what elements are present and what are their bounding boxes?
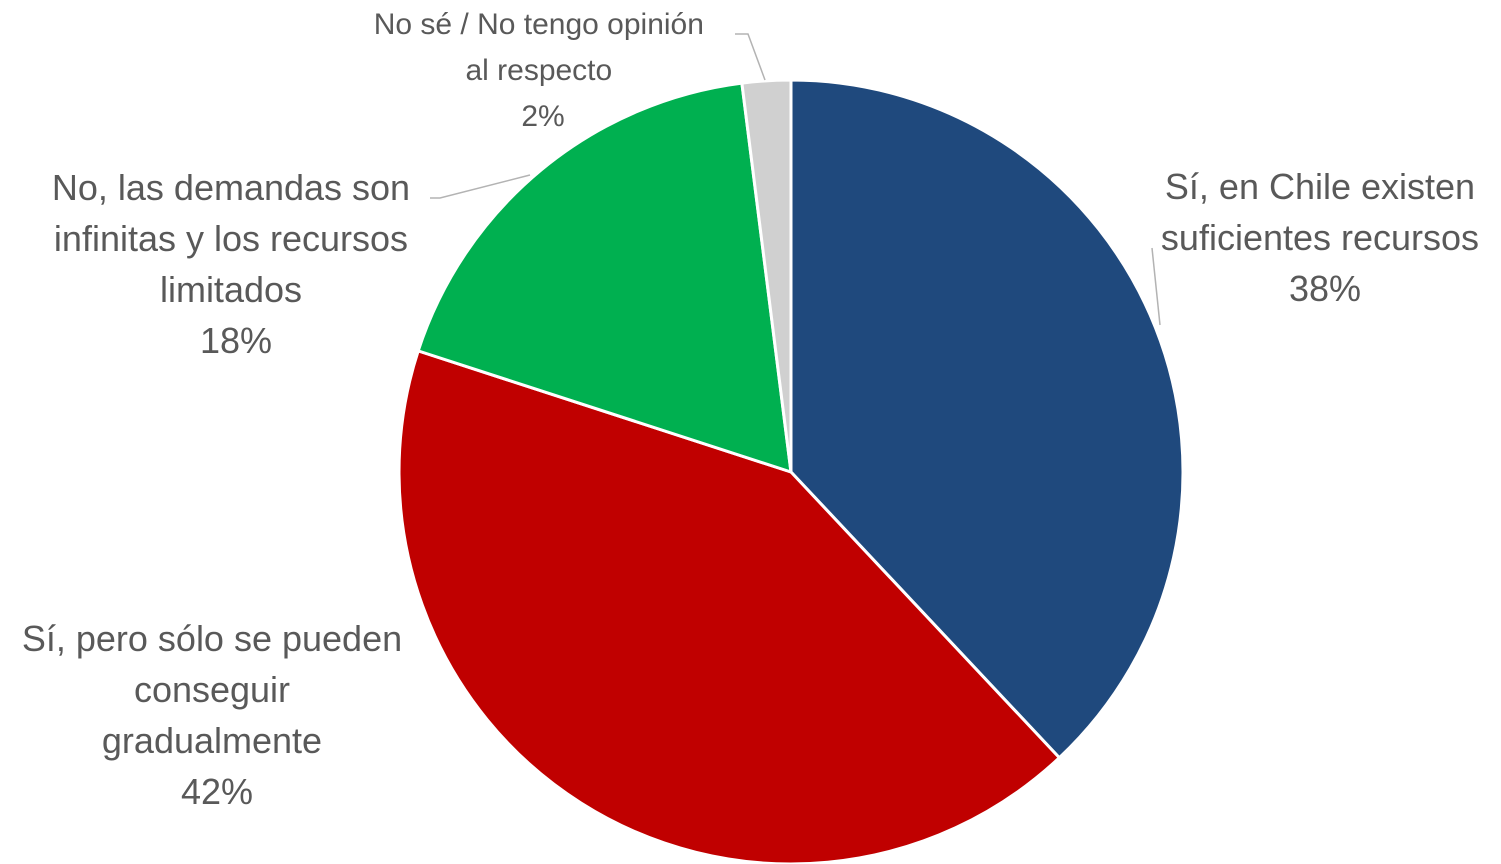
- pie-slices: [397, 78, 1185, 864]
- label-no-se-line-1: No sé / No tengo opinión: [374, 8, 704, 41]
- leader-line-no-demandas: [430, 174, 531, 199]
- label-si-suficientes-line-1: Sí, en Chile existen: [1165, 166, 1475, 207]
- label-si-suficientes-value: 38%: [1289, 268, 1361, 309]
- slice-no-se: [740, 78, 793, 474]
- slice-no-demandas: [416, 81, 793, 474]
- slice-si-suficientes: [789, 78, 1185, 760]
- label-si-gradualmente-line-2: conseguir: [134, 669, 290, 710]
- leader-line-no-se: [735, 33, 766, 81]
- label-si-suficientes-line-2: suficientes recursos: [1161, 217, 1479, 258]
- leader-line-si-suficientes: [1151, 247, 1161, 326]
- label-no-demandas-value: 18%: [200, 320, 272, 361]
- label-no-se-line-2: al respecto: [465, 54, 612, 87]
- label-no-demandas: No, las demandas son infinitas y los rec…: [52, 167, 420, 361]
- label-no-demandas-line-3: limitados: [160, 269, 302, 310]
- label-si-suficientes: Sí, en Chile existen suficientes recurso…: [1161, 166, 1489, 309]
- label-no-demandas-line-2: infinitas y los recursos: [54, 218, 408, 259]
- label-si-gradualmente-line-3: gradualmente: [102, 720, 322, 761]
- label-si-gradualmente-value: 42%: [181, 771, 253, 812]
- label-no-se-value: 2%: [521, 100, 564, 133]
- label-no-se: No sé / No tengo opinión al respecto 2%: [374, 8, 713, 133]
- label-no-demandas-line-1: No, las demandas son: [52, 167, 410, 208]
- label-si-gradualmente-line-1: Sí, pero sólo se pueden: [22, 618, 402, 659]
- slice-si-gradualmente: [397, 349, 1061, 864]
- label-si-gradualmente: Sí, pero sólo se pueden conseguir gradua…: [22, 618, 412, 812]
